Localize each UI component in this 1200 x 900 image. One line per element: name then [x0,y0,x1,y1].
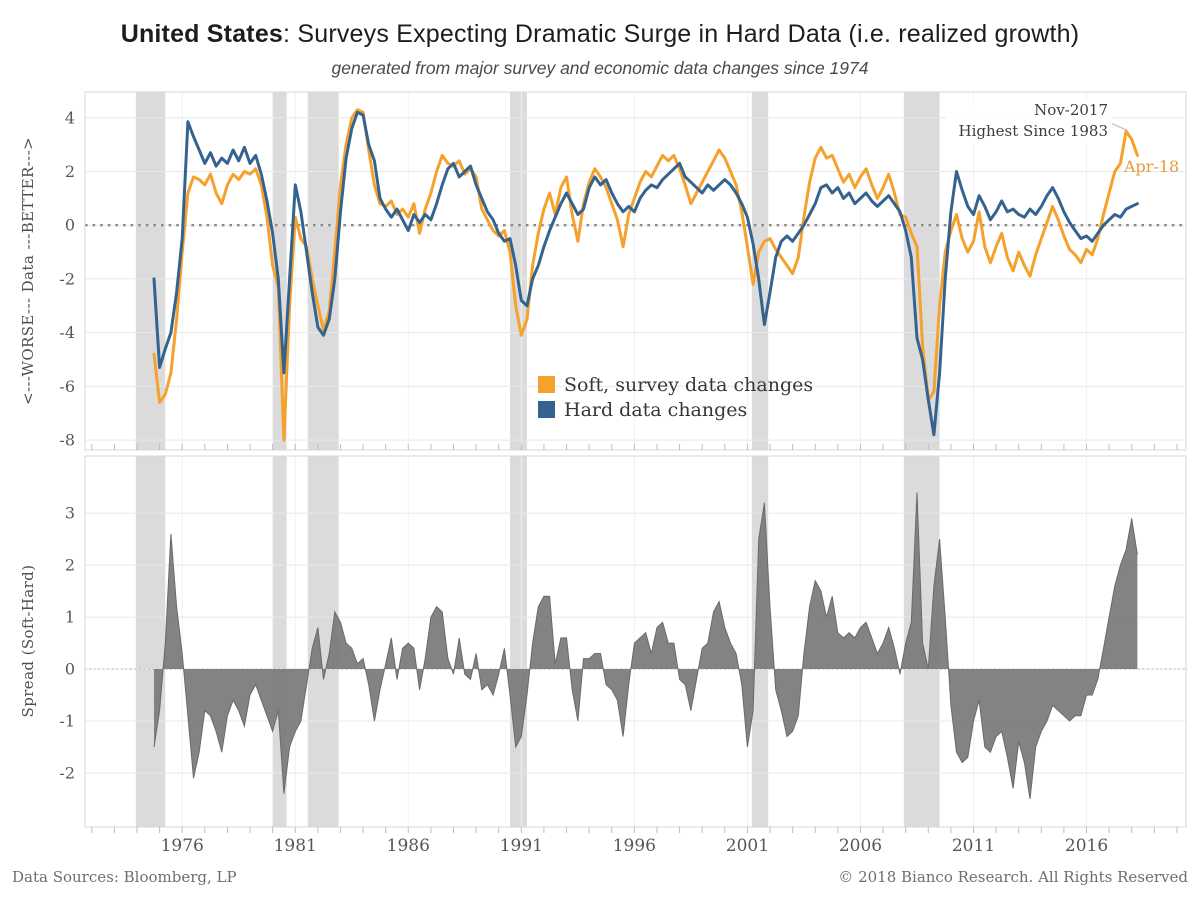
hard-series-line [152,110,1139,437]
x-tick-label: 1976 [161,836,204,856]
panel-data-changes: 4 2 0 -2 -4 -6 -8 [59,91,1187,451]
legend-label: Soft, survey data changes [564,373,814,396]
y-tick-label: 3 [65,504,75,523]
recession-band [510,456,527,827]
title-bold: United States [120,20,284,48]
soft-series-line [152,108,1139,442]
x-tick-label: 1986 [387,836,430,856]
legend-swatch [538,401,555,418]
y-tick-label: 2 [65,162,75,181]
spread-area [153,492,1138,799]
y-tick-label: 1 [65,608,75,627]
x-tick-label: 2006 [839,836,882,856]
peak-annotation: Nov-2017 Highest Since 1983 [946,99,1112,143]
series-end-label: Apr-18 [1124,157,1180,176]
title-rest: : Surveys Expecting Dramatic Surge in Ha… [283,20,1080,48]
y-tick-label: 4 [65,108,75,127]
legend-item: Soft, survey data changes [538,372,813,397]
footer-source: Data Sources: Bloomberg, LP [12,868,237,886]
panel-border [84,455,1187,828]
y-tick-label: 0 [65,216,75,235]
recession-band [903,92,940,450]
x-tick-label: 1981 [274,836,317,856]
legend-swatch [538,376,555,393]
x-tick-label: 1991 [500,836,543,856]
y-tick-label: 0 [65,660,75,679]
y-tick-label: -8 [59,431,75,450]
legend-label: Hard data changes [564,398,748,421]
y-tick-label: -2 [59,763,75,782]
x-tick-label: 2016 [1065,836,1108,856]
legend-item: Hard data changes [538,397,813,422]
x-axis: 1976 1981 1986 1991 1996 2001 2006 2011 2016 [91,444,1178,856]
y-tick-label: -2 [59,269,75,288]
y-tick-label: -1 [59,712,75,731]
footer-copyright: © 2018 Bianco Research. All Rights Reser… [838,868,1188,886]
recession-band [135,92,166,450]
spread-outline [153,492,1138,799]
page-title: United States: Surveys Expecting Dramati… [0,20,1200,49]
y-tick-label: 2 [65,556,75,575]
peak-annotation-line2: Highest Since 1983 [958,122,1108,140]
legend: Soft, survey data changes Hard data chang… [538,372,813,422]
x-tick-label: 2011 [952,836,995,856]
y-tick-label: -4 [59,323,75,342]
recession-band [751,92,769,450]
recession-band [135,456,166,827]
x-tick-label: 2001 [726,836,769,856]
y-axis-label-bottom: Spread (Soft-Hard) [19,564,37,718]
panel-spread: 3 2 1 0 -1 -2 [59,455,1187,828]
x-tick-label: 1996 [613,836,656,856]
chart-subtitle: generated from major survey and economic… [331,58,869,78]
y-tick-label: -6 [59,377,75,396]
panel-border [84,91,1187,451]
peak-annotation-line1: Nov-2017 [1034,101,1108,119]
y-axis-label-top: <---WORSE--- Data ---BETTER---> [19,136,37,406]
recession-band [510,92,527,450]
